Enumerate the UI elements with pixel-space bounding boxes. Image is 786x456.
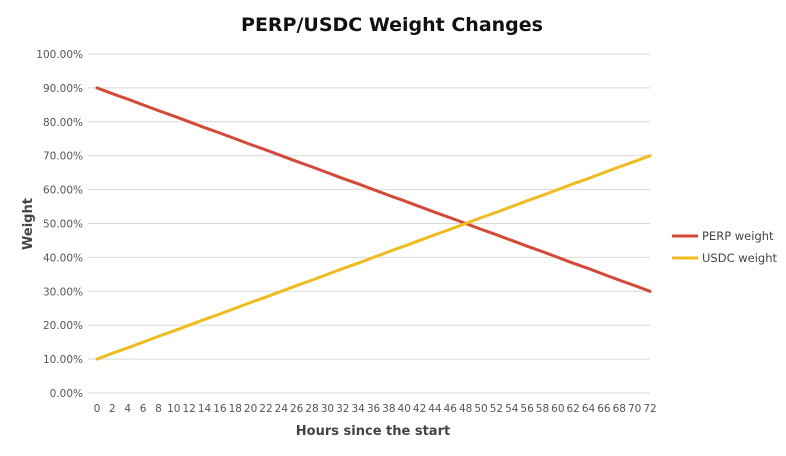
y-axis-ticks: 0.00% 10.00% 20.00% 30.00% 40.00% 50.00% 60.00… <box>36 49 83 400</box>
x-tick-label: 70 <box>628 403 641 415</box>
x-tick-label: 34 <box>351 403 365 415</box>
x-tick-label: 22 <box>259 403 272 415</box>
x-tick-label: 50 <box>474 403 487 415</box>
x-axis-ticks: 0 2 4 6 8 10 12 14 16 18 20 22 24 26 28 30 32 34 36 38 40 42 4… <box>94 403 657 415</box>
x-tick-label: 24 <box>275 403 289 415</box>
x-tick-label: 64 <box>582 403 596 415</box>
x-tick-label: 2 <box>109 403 116 415</box>
x-tick-label: 12 <box>182 403 195 415</box>
y-tick-label: 30.00% <box>43 286 83 298</box>
x-tick-label: 54 <box>505 403 519 415</box>
x-tick-label: 26 <box>290 403 304 415</box>
gridlines <box>88 53 650 394</box>
x-tick-label: 0 <box>94 403 101 415</box>
y-tick-label: 0.00% <box>50 388 83 400</box>
y-axis-label: Weight <box>21 198 36 250</box>
y-tick-label: 50.00% <box>43 219 83 231</box>
legend-label-usdc-weight: USDC weight <box>702 251 778 265</box>
x-tick-label: 62 <box>567 403 580 415</box>
x-tick-label: 8 <box>155 403 162 415</box>
x-tick-label: 46 <box>444 403 458 415</box>
x-tick-label: 68 <box>613 403 626 415</box>
x-tick-label: 38 <box>382 403 395 415</box>
x-tick-label: 66 <box>597 403 611 415</box>
x-axis-label: Hours since the start <box>296 424 450 439</box>
x-tick-label: 28 <box>305 403 318 415</box>
series-lines <box>95 86 652 361</box>
x-tick-label: 4 <box>124 403 131 415</box>
x-tick-label: 30 <box>321 403 334 415</box>
x-tick-label: 16 <box>213 403 227 415</box>
x-tick-label: 72 <box>643 403 656 415</box>
y-tick-label: 70.00% <box>43 151 83 163</box>
x-tick-label: 18 <box>229 403 242 415</box>
y-tick-label: 90.00% <box>43 83 83 95</box>
y-tick-label: 80.00% <box>43 117 83 129</box>
legend: PERP weight USDC weight <box>672 229 778 265</box>
x-tick-label: 10 <box>167 403 180 415</box>
x-tick-label: 20 <box>244 403 257 415</box>
x-tick-label: 6 <box>140 403 147 415</box>
x-tick-label: 48 <box>459 403 472 415</box>
y-tick-label: 10.00% <box>43 354 83 366</box>
x-tick-label: 56 <box>520 403 534 415</box>
series-line-perp-weight <box>95 86 652 293</box>
x-tick-label: 60 <box>551 403 564 415</box>
series-line-usdc-weight <box>95 154 652 361</box>
y-tick-label: 100.00% <box>36 49 83 61</box>
x-tick-label: 40 <box>398 403 411 415</box>
y-tick-label: 20.00% <box>43 320 83 332</box>
x-tick-label: 32 <box>336 403 349 415</box>
x-tick-label: 52 <box>490 403 503 415</box>
x-tick-label: 42 <box>413 403 426 415</box>
x-tick-label: 44 <box>428 403 442 415</box>
x-tick-label: 14 <box>198 403 212 415</box>
legend-label-perp-weight: PERP weight <box>702 229 774 243</box>
y-tick-label: 40.00% <box>43 252 83 264</box>
y-tick-label: 60.00% <box>43 185 83 197</box>
x-tick-label: 36 <box>367 403 381 415</box>
x-tick-label: 58 <box>536 403 549 415</box>
chart-title: PERP/USDC Weight Changes <box>241 14 543 36</box>
